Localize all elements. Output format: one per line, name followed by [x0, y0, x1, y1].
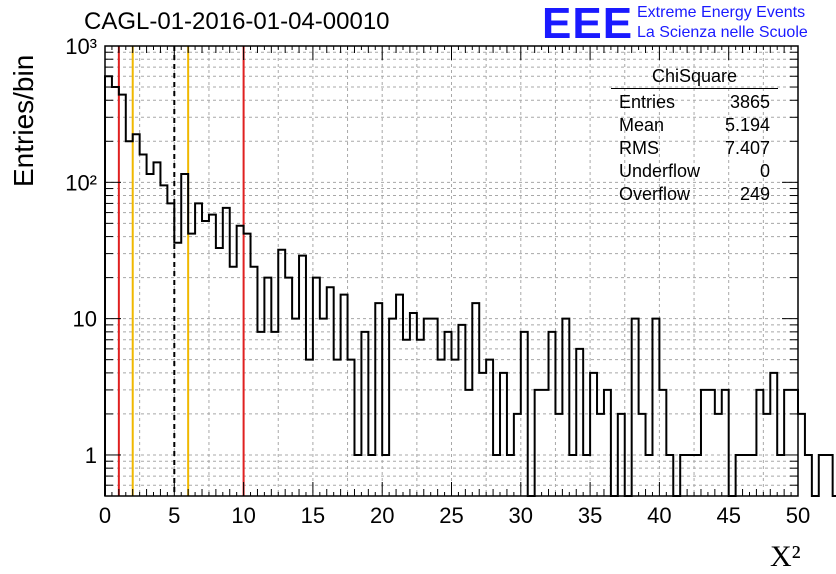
stats-value: 3865	[729, 92, 770, 112]
x-tick-label: 45	[716, 503, 740, 528]
histogram-bin	[147, 174, 154, 496]
histogram-bin	[119, 95, 126, 496]
histogram-bin	[659, 390, 666, 496]
logo-line-2: La Scienza nelle Scuole	[637, 24, 808, 41]
x-tick-label: 10	[231, 503, 255, 528]
stats-label: Overflow	[619, 184, 691, 204]
histogram-bin	[458, 325, 465, 496]
stats-title: ChiSquare	[611, 66, 778, 89]
y-tick-label: 10	[73, 307, 97, 332]
histogram-bin	[160, 185, 167, 496]
histogram-bin	[292, 319, 299, 496]
stats-label: Mean	[619, 115, 665, 135]
histogram-bin	[576, 349, 583, 496]
stats-label: Entries	[619, 92, 676, 112]
histogram-bin	[334, 360, 341, 496]
histogram-bin	[188, 234, 195, 496]
histogram-bin	[770, 373, 777, 496]
x-tick-label: 20	[370, 503, 394, 528]
histogram-bin	[486, 360, 493, 496]
stats-value: 0	[759, 161, 770, 181]
histogram-bin	[237, 226, 244, 496]
histogram-bin	[652, 319, 659, 496]
stats-row-rms: RMS 7.407	[611, 137, 778, 160]
histogram-bin	[805, 455, 812, 496]
y-axis-label: Entries/bin	[8, 54, 39, 187]
histogram-bin	[320, 319, 327, 496]
histogram-outline	[104, 75, 836, 497]
histogram-bin	[708, 390, 715, 496]
stats-row-mean: Mean 5.194	[611, 114, 778, 137]
histogram-bin	[403, 340, 410, 496]
histogram-bin	[181, 174, 188, 496]
histogram-bin	[632, 319, 639, 496]
x-tick-label: 0	[99, 503, 111, 528]
x-axis-label: X²	[770, 540, 801, 573]
histogram-bin	[264, 278, 271, 496]
histogram-bin	[542, 390, 549, 496]
histogram-bin	[348, 360, 355, 496]
histogram-bin	[105, 76, 112, 496]
histogram-bin	[701, 390, 708, 496]
y-tick-label: 10³	[65, 34, 97, 59]
stats-row-entries: Entries 3865	[611, 91, 778, 114]
histogram-bin	[389, 319, 396, 496]
x-tick-label: 5	[168, 503, 180, 528]
x-tick-label: 15	[301, 503, 325, 528]
histogram-bin	[195, 203, 202, 496]
x-tick-label: 50	[786, 503, 810, 528]
chart-title: CAGL-01-2016-01-04-00010	[84, 8, 390, 35]
histogram-bin	[791, 390, 798, 496]
histogram-bin	[798, 414, 805, 496]
histogram-bin	[465, 390, 472, 496]
stats-value: 7.407	[724, 138, 770, 158]
histogram-bin	[722, 390, 729, 496]
histogram-bin	[216, 248, 223, 496]
histogram-bin	[174, 243, 181, 496]
stats-box: ChiSquare Entries 3865 Mean 5.194 RMS 7.…	[611, 66, 778, 206]
histogram-bin	[424, 319, 431, 496]
histogram-bin	[756, 390, 763, 496]
y-tick-label: 1	[85, 443, 97, 468]
histogram-bin	[209, 215, 216, 496]
stats-value: 5.194	[724, 115, 770, 135]
histogram-bin	[313, 278, 320, 496]
histogram-bin	[784, 390, 791, 496]
histogram-bin	[590, 373, 597, 496]
stats-row-overflow: Overflow 249	[611, 183, 778, 206]
histogram-bin	[604, 390, 611, 496]
histogram-bin	[535, 390, 542, 496]
histogram-bin	[826, 455, 833, 496]
x-tick-label: 40	[647, 503, 671, 528]
eee-logo: EEE	[542, 0, 634, 48]
histogram-bin	[299, 256, 306, 496]
histogram-bin	[167, 203, 174, 496]
histogram-bin	[431, 319, 438, 496]
stats-value: 249	[739, 184, 770, 204]
histogram-bin	[417, 340, 424, 496]
stats-label: Underflow	[619, 161, 701, 181]
histogram-bin	[819, 455, 826, 496]
histogram-bin	[244, 234, 251, 496]
histogram-bin	[306, 360, 313, 496]
histogram-bin	[562, 319, 569, 496]
y-tick-label: 10²	[65, 170, 97, 195]
stats-row-underflow: Underflow 0	[611, 160, 778, 183]
x-tick-label: 35	[578, 503, 602, 528]
x-tick-label: 30	[509, 503, 533, 528]
histogram-bin	[438, 360, 445, 496]
histogram-bin	[479, 373, 486, 496]
histogram-bin	[452, 360, 459, 496]
logo-line-1: Extreme Energy Events	[637, 4, 806, 21]
x-tick-label: 25	[439, 503, 463, 528]
histogram-bin	[112, 87, 119, 496]
stats-label: RMS	[619, 138, 659, 158]
histogram-bin	[285, 278, 292, 496]
histogram-bin	[223, 208, 230, 496]
histogram-bin	[500, 373, 507, 496]
